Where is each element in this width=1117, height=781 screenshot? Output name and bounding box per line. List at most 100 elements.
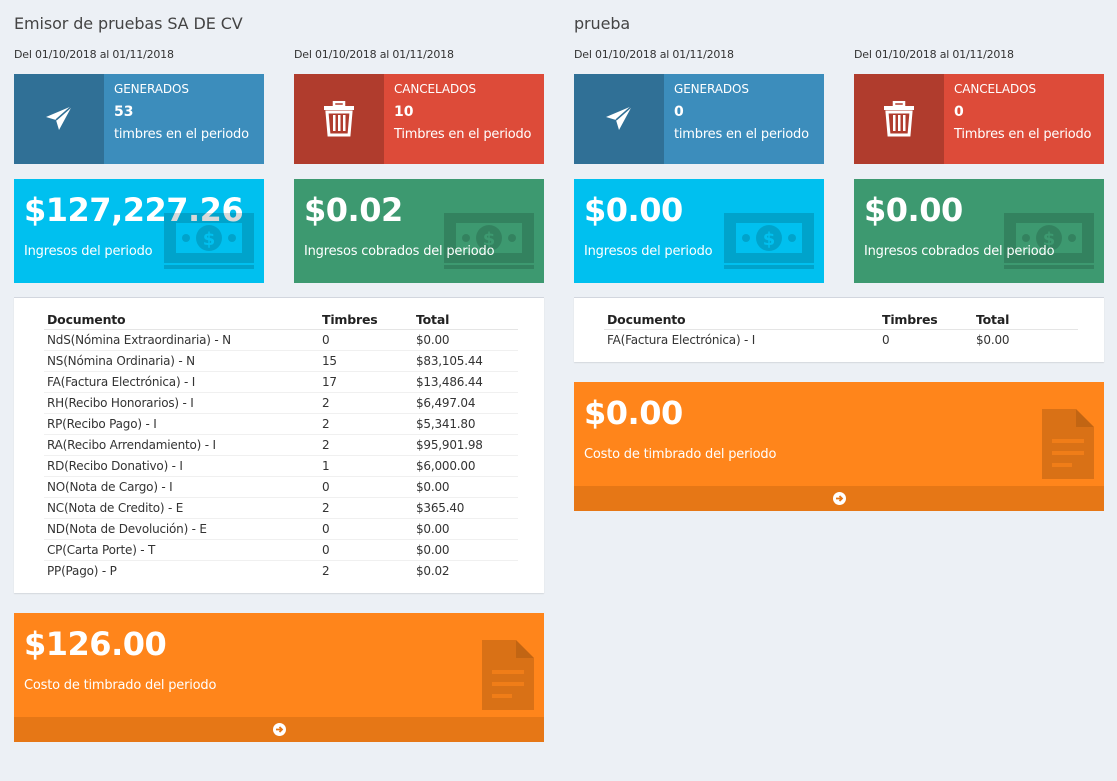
cancelados-title: CANCELADOS	[954, 82, 1036, 96]
timbres-cell: 2	[319, 412, 413, 434]
total-cell: $6,497.04	[413, 391, 518, 413]
document-cell: ND(Nota de Devolución) - E	[44, 517, 319, 539]
timbres-cell: 2	[319, 391, 413, 413]
cobrados-label: Ingresos cobrados del periodo	[864, 244, 1055, 259]
column-header: Total	[973, 311, 1078, 330]
ingresos-label: Ingresos del periodo	[584, 244, 713, 259]
timbres-cell: 2	[319, 433, 413, 455]
timbres-cell: 0	[319, 475, 413, 497]
cancelados-desc: Timbres en el periodo	[954, 127, 1092, 142]
ingresos-box: $0.00 Ingresos del periodo $	[574, 179, 824, 283]
arrow-circle-right-icon	[272, 723, 286, 736]
more-info-link[interactable]	[574, 486, 1104, 511]
cobrados-label: Ingresos cobrados del periodo	[304, 244, 495, 259]
total-cell: $0.02	[413, 559, 518, 581]
svg-text:$: $	[483, 229, 496, 250]
costo-label: Costo de timbrado del periodo	[584, 447, 777, 462]
total-cell: $365.40	[413, 496, 518, 518]
document-cell: RA(Recibo Arrendamiento) - I	[44, 433, 319, 455]
total-cell: $0.00	[976, 332, 1010, 347]
document-cell: RD(Recibo Donativo) - I	[44, 454, 319, 476]
table-row: RD(Recibo Donativo) - I 1 $6,000.00	[44, 454, 518, 476]
document-cell: FA(Factura Electrónica) - I	[607, 332, 756, 347]
money-icon: $	[164, 213, 254, 273]
file-text-icon	[482, 640, 534, 714]
costo-label: Costo de timbrado del periodo	[24, 678, 217, 693]
total-cell: $13,486.44	[413, 370, 518, 392]
timbres-cell: 17	[319, 370, 413, 392]
document-cell: PP(Pago) - P	[44, 559, 319, 581]
costo-value: $0.00	[584, 394, 683, 432]
table-row: FA(Factura Electrónica) - I 17 $13,486.44	[44, 370, 518, 392]
table-row: ND(Nota de Devolución) - E 0 $0.00	[44, 517, 518, 539]
period-label: Del 01/10/2018 al 01/11/2018	[854, 48, 1014, 61]
document-cell: NdS(Nómina Extraordinaria) - N	[47, 332, 231, 347]
documents-card: Documento Timbres Total NdS(Nómina Extra…	[14, 297, 544, 593]
generados-title: GENERADOS	[114, 82, 189, 96]
document-cell: RH(Recibo Honorarios) - I	[44, 391, 319, 413]
period-label: Del 01/10/2018 al 01/11/2018	[294, 48, 454, 61]
money-icon: $	[444, 213, 534, 273]
table-row: CP(Carta Porte) - T 0 $0.00	[44, 538, 518, 560]
cobrados-value: $0.00	[864, 191, 963, 229]
table-row: NO(Nota de Cargo) - I 0 $0.00	[44, 475, 518, 497]
cancelados-desc: Timbres en el periodo	[394, 127, 532, 142]
column-header: Documento	[44, 311, 319, 330]
table-row: NdS(Nómina Extraordinaria) - N 0 $0.00	[44, 329, 518, 350]
generados-box: GENERADOS 53 timbres en el periodo	[14, 74, 264, 164]
timbres-cell: 2	[319, 496, 413, 518]
table-row: RP(Recibo Pago) - I 2 $5,341.80	[44, 412, 518, 434]
document-cell: NO(Nota de Cargo) - I	[44, 475, 319, 497]
total-cell: $0.00	[416, 332, 450, 347]
cancelados-box: CANCELADOS 10 Timbres en el periodo	[294, 74, 544, 164]
column-header: Timbres	[879, 311, 973, 330]
document-cell: CP(Carta Porte) - T	[44, 538, 319, 560]
svg-text:$: $	[763, 229, 776, 250]
ingresos-value: $127,227.26	[24, 191, 244, 229]
money-icon: $	[1004, 213, 1094, 273]
ingresos-value: $0.00	[584, 191, 683, 229]
total-cell: $83,105.44	[413, 349, 518, 371]
file-text-icon	[1042, 409, 1094, 483]
column-header: Documento	[604, 311, 879, 330]
period-label: Del 01/10/2018 al 01/11/2018	[574, 48, 734, 61]
documents-table: Documento Timbres Total FA(Factura Elect…	[604, 311, 1078, 350]
total-cell: $5,341.80	[413, 412, 518, 434]
timbres-cell: 0	[319, 517, 413, 539]
timbres-cell: 0	[322, 332, 330, 347]
total-cell: $0.00	[413, 538, 518, 560]
svg-text:$: $	[1043, 229, 1056, 250]
total-cell: $6,000.00	[413, 454, 518, 476]
column-header: Total	[413, 311, 518, 330]
table-header-row: Documento Timbres Total	[604, 311, 1078, 330]
generados-count: 53	[114, 104, 134, 120]
timbres-cell: 2	[319, 559, 413, 581]
total-cell: $0.00	[413, 517, 518, 539]
arrow-circle-right-icon	[832, 492, 846, 505]
cancelados-count: 10	[394, 104, 414, 120]
documents-card: Documento Timbres Total FA(Factura Elect…	[574, 297, 1104, 362]
table-row: NC(Nota de Credito) - E 2 $365.40	[44, 496, 518, 518]
table-row: RH(Recibo Honorarios) - I 2 $6,497.04	[44, 391, 518, 413]
total-cell: $95,901.98	[413, 433, 518, 455]
trash-icon	[294, 74, 384, 164]
costo-box: $0.00 Costo de timbrado del periodo	[574, 382, 1104, 511]
cobrados-box: $0.00 Ingresos cobrados del periodo $	[854, 179, 1104, 283]
more-info-link[interactable]	[14, 717, 544, 742]
svg-text:$: $	[203, 229, 216, 250]
table-row: NS(Nómina Ordinaria) - N 15 $83,105.44	[44, 349, 518, 371]
cancelados-title: CANCELADOS	[394, 82, 476, 96]
timbres-cell: 15	[319, 349, 413, 371]
documents-table: Documento Timbres Total NdS(Nómina Extra…	[44, 311, 518, 581]
timbres-cell: 0	[882, 332, 890, 347]
cancelados-box: CANCELADOS 0 Timbres en el periodo	[854, 74, 1104, 164]
total-cell: $0.00	[413, 475, 518, 497]
period-label: Del 01/10/2018 al 01/11/2018	[14, 48, 174, 61]
table-row: PP(Pago) - P 2 $0.02	[44, 559, 518, 581]
trash-icon	[854, 74, 944, 164]
ingresos-label: Ingresos del periodo	[24, 244, 153, 259]
paper-plane-icon	[574, 74, 664, 164]
cobrados-value: $0.02	[304, 191, 403, 229]
paper-plane-icon	[14, 74, 104, 164]
column-header: Timbres	[319, 311, 413, 330]
